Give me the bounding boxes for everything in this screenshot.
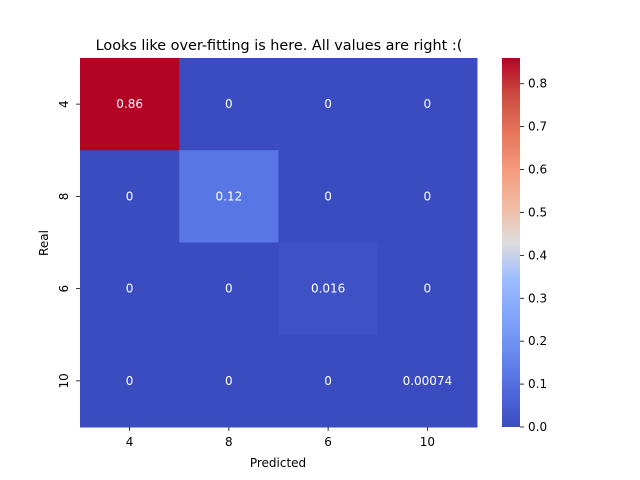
x-tick-label: 4: [126, 435, 134, 449]
y-tick-label: 8: [57, 193, 71, 201]
heatmap-cell: [80, 242, 180, 336]
y-axis-ticks: 4 8 6 10: [57, 100, 80, 389]
heatmap-cell: [377, 58, 478, 151]
cell-annotation: 0: [225, 97, 233, 111]
x-axis-label: Predicted: [250, 456, 306, 470]
heatmap-cell: [80, 150, 180, 243]
x-tick-label: 10: [420, 435, 435, 449]
cell-annotation: 0: [424, 97, 432, 111]
cell-annotation: 0: [324, 374, 332, 388]
heatmap-cell: [278, 242, 379, 336]
x-axis-ticks: 4 8 6 10: [126, 427, 435, 449]
colorbar-tick-label: 0.4: [528, 248, 547, 262]
heatmap-cell: [179, 150, 279, 243]
heatmap-cell: [377, 242, 478, 336]
cell-annotation: 0: [126, 282, 134, 296]
y-tick-label: 10: [57, 373, 71, 388]
cell-annotation: 0: [324, 97, 332, 111]
colorbar: 0.0 0.1 0.2 0.3 0.4 0.5 0.6 0.7 0.8: [502, 58, 547, 434]
cell-annotation: 0: [324, 189, 332, 203]
heatmap-annotations: 0.86 0 0 0 0 0.12 0 0 0 0 0.016 0 0 0 0 0.00074: [116, 97, 452, 388]
cell-annotation: 0.00074: [403, 374, 453, 388]
colorbar-tick-label: 0.5: [528, 205, 547, 219]
heatmap-cell: [278, 150, 379, 243]
heatmap-cell: [278, 58, 379, 151]
x-tick-label: 8: [225, 435, 233, 449]
heatmap-cell: [179, 58, 279, 151]
y-tick-label: 6: [57, 285, 71, 293]
colorbar-tick-label: 0.0: [528, 420, 547, 434]
colorbar-tick-label: 0.1: [528, 377, 547, 391]
heatmap-cell: [80, 58, 180, 151]
cell-annotation: 0: [126, 189, 134, 203]
colorbar-tick-label: 0.7: [528, 120, 547, 134]
y-tick-label: 4: [57, 100, 71, 108]
colorbar-tick-label: 0.3: [528, 291, 547, 305]
heatmap-cell: [80, 334, 180, 428]
heatmap-cells: [80, 58, 478, 428]
chart-title: Looks like over-fitting is here. All val…: [96, 38, 463, 54]
colorbar-gradient: [502, 58, 520, 427]
colorbar-tick-label: 0.8: [528, 77, 547, 91]
cell-annotation: 0: [225, 282, 233, 296]
cell-annotation: 0.12: [216, 189, 243, 203]
cell-annotation: 0: [424, 282, 432, 296]
heatmap-cell: [179, 242, 279, 336]
cell-annotation: 0: [225, 374, 233, 388]
x-tick-label: 6: [324, 435, 332, 449]
heatmap-cell: [278, 334, 379, 428]
y-axis-label: Real: [37, 230, 51, 256]
cell-annotation: 0: [126, 374, 134, 388]
cell-annotation: 0: [424, 189, 432, 203]
heatmap-cell: [179, 334, 279, 428]
cell-annotation: 0.86: [116, 97, 143, 111]
colorbar-tick-label: 0.6: [528, 163, 547, 177]
heatmap-cell: [377, 150, 478, 243]
heatmap-cell: [377, 334, 478, 428]
colorbar-tick-label: 0.2: [528, 334, 547, 348]
cell-annotation: 0.016: [311, 282, 345, 296]
